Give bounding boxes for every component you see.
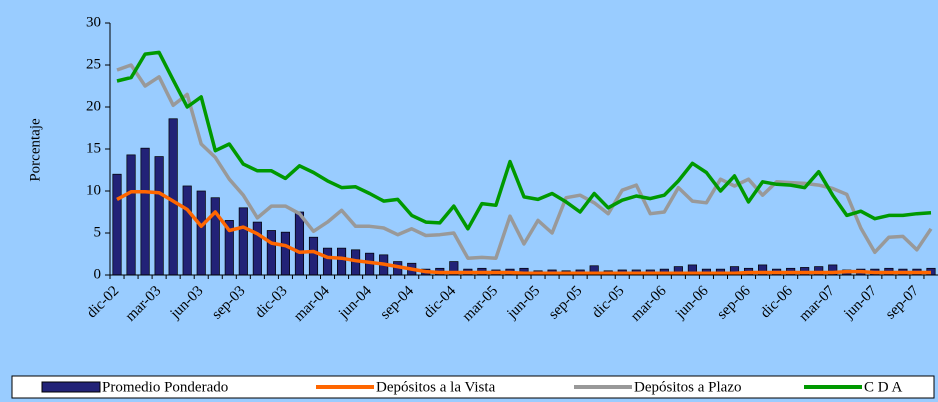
bar <box>126 154 136 276</box>
bar <box>266 230 276 276</box>
y-tick-label: 10 <box>86 182 101 198</box>
bar <box>112 173 122 276</box>
bar <box>154 156 164 276</box>
bar <box>140 147 150 276</box>
bar <box>168 118 178 276</box>
y-tick-label: 15 <box>86 140 101 156</box>
bar <box>294 211 305 276</box>
line <box>116 50 932 231</box>
bar <box>322 247 333 276</box>
bar <box>308 236 319 276</box>
legend-label: C D A <box>864 379 903 395</box>
legend-box <box>11 375 935 399</box>
y-tick-label: 25 <box>86 56 101 72</box>
line <box>116 63 933 260</box>
bar <box>196 190 206 276</box>
y-tick-label: 20 <box>86 98 101 114</box>
legend-label: Depósitos a la Vista <box>376 379 496 395</box>
y-tick-label: 5 <box>94 224 102 240</box>
bar <box>210 197 220 276</box>
bar <box>280 231 290 276</box>
legend-label: Promedio Ponderado <box>102 379 228 395</box>
bar <box>238 207 248 276</box>
bar <box>252 221 262 276</box>
legend-swatch <box>41 381 101 393</box>
legend-label: Depósitos a Plazo <box>634 379 741 395</box>
y-axis-label: Porcentaje <box>27 118 43 182</box>
y-tick-label: 30 <box>86 14 101 30</box>
bar <box>336 247 347 276</box>
line <box>116 190 931 276</box>
y-tick-label: 0 <box>94 266 102 282</box>
bar <box>182 185 192 276</box>
